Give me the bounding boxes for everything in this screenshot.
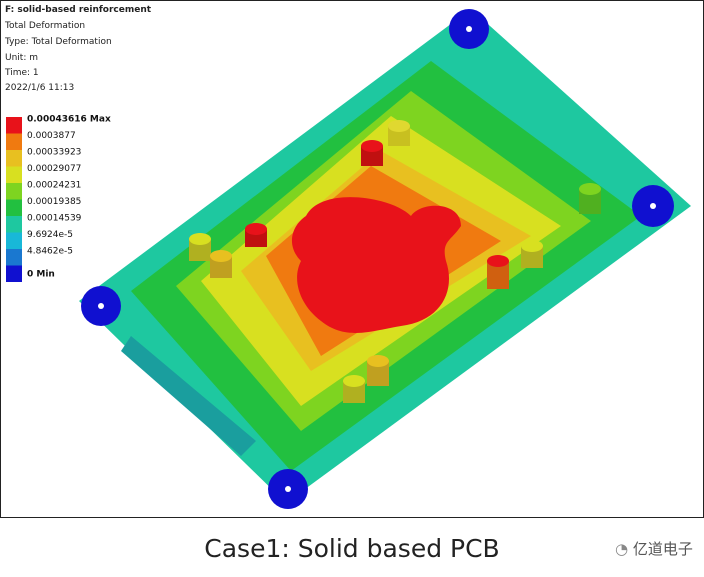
legend-label: 0.00019385 <box>27 197 81 207</box>
caption: Case1: Solid based PCB <box>204 534 500 563</box>
info-line: 2022/1/6 11:13 <box>5 83 75 93</box>
legend-label: 0.00043616 Max <box>27 115 111 125</box>
legend-label: 0.0003877 <box>27 131 76 141</box>
legend-swatch <box>6 133 22 150</box>
legend-swatch <box>6 166 22 183</box>
legend-swatch <box>6 150 22 167</box>
legend-swatch <box>6 249 22 266</box>
watermark-text: 亿道电子 <box>632 540 693 558</box>
info-line: Type: Total Deformation <box>5 37 112 47</box>
legend-swatch <box>6 232 22 249</box>
legend-label: 4.8462e-5 <box>27 247 73 257</box>
info-line: Total Deformation <box>5 21 86 31</box>
legend: 0.00043616 Max 0.0003877 0.00033923 0.00029… <box>6 115 111 282</box>
max-region <box>291 197 461 333</box>
legend-label: 0.00014539 <box>27 214 82 224</box>
legend-label: 0.00024231 <box>27 181 81 191</box>
info-line: Unit: m <box>5 53 38 63</box>
result-title: F: solid-based reinforcement <box>5 5 152 15</box>
legend-label: 0 Min <box>27 269 55 279</box>
result-view: 0.00043616 Max 0.0003877 0.00033923 0.00029… <box>0 0 704 518</box>
mount-holes <box>81 9 674 509</box>
legend-swatch <box>6 265 22 282</box>
legend-label: 0.00029077 <box>27 164 81 174</box>
legend-swatch <box>6 216 22 233</box>
legend-label: 9.6924e-5 <box>27 230 73 240</box>
standoffs <box>189 120 601 403</box>
legend-swatch <box>6 183 22 200</box>
legend-swatch <box>6 117 22 134</box>
info-line: Time: 1 <box>5 68 39 78</box>
legend-swatch <box>6 199 22 216</box>
reinforcement <box>121 336 256 456</box>
pcb-plot: 0.00043616 Max 0.0003877 0.00033923 0.00029… <box>6 9 691 509</box>
watermark: ◔ 亿道电子 <box>615 538 693 559</box>
legend-label: 0.00033923 <box>27 148 81 158</box>
wechat-icon: ◔ <box>615 540 633 558</box>
